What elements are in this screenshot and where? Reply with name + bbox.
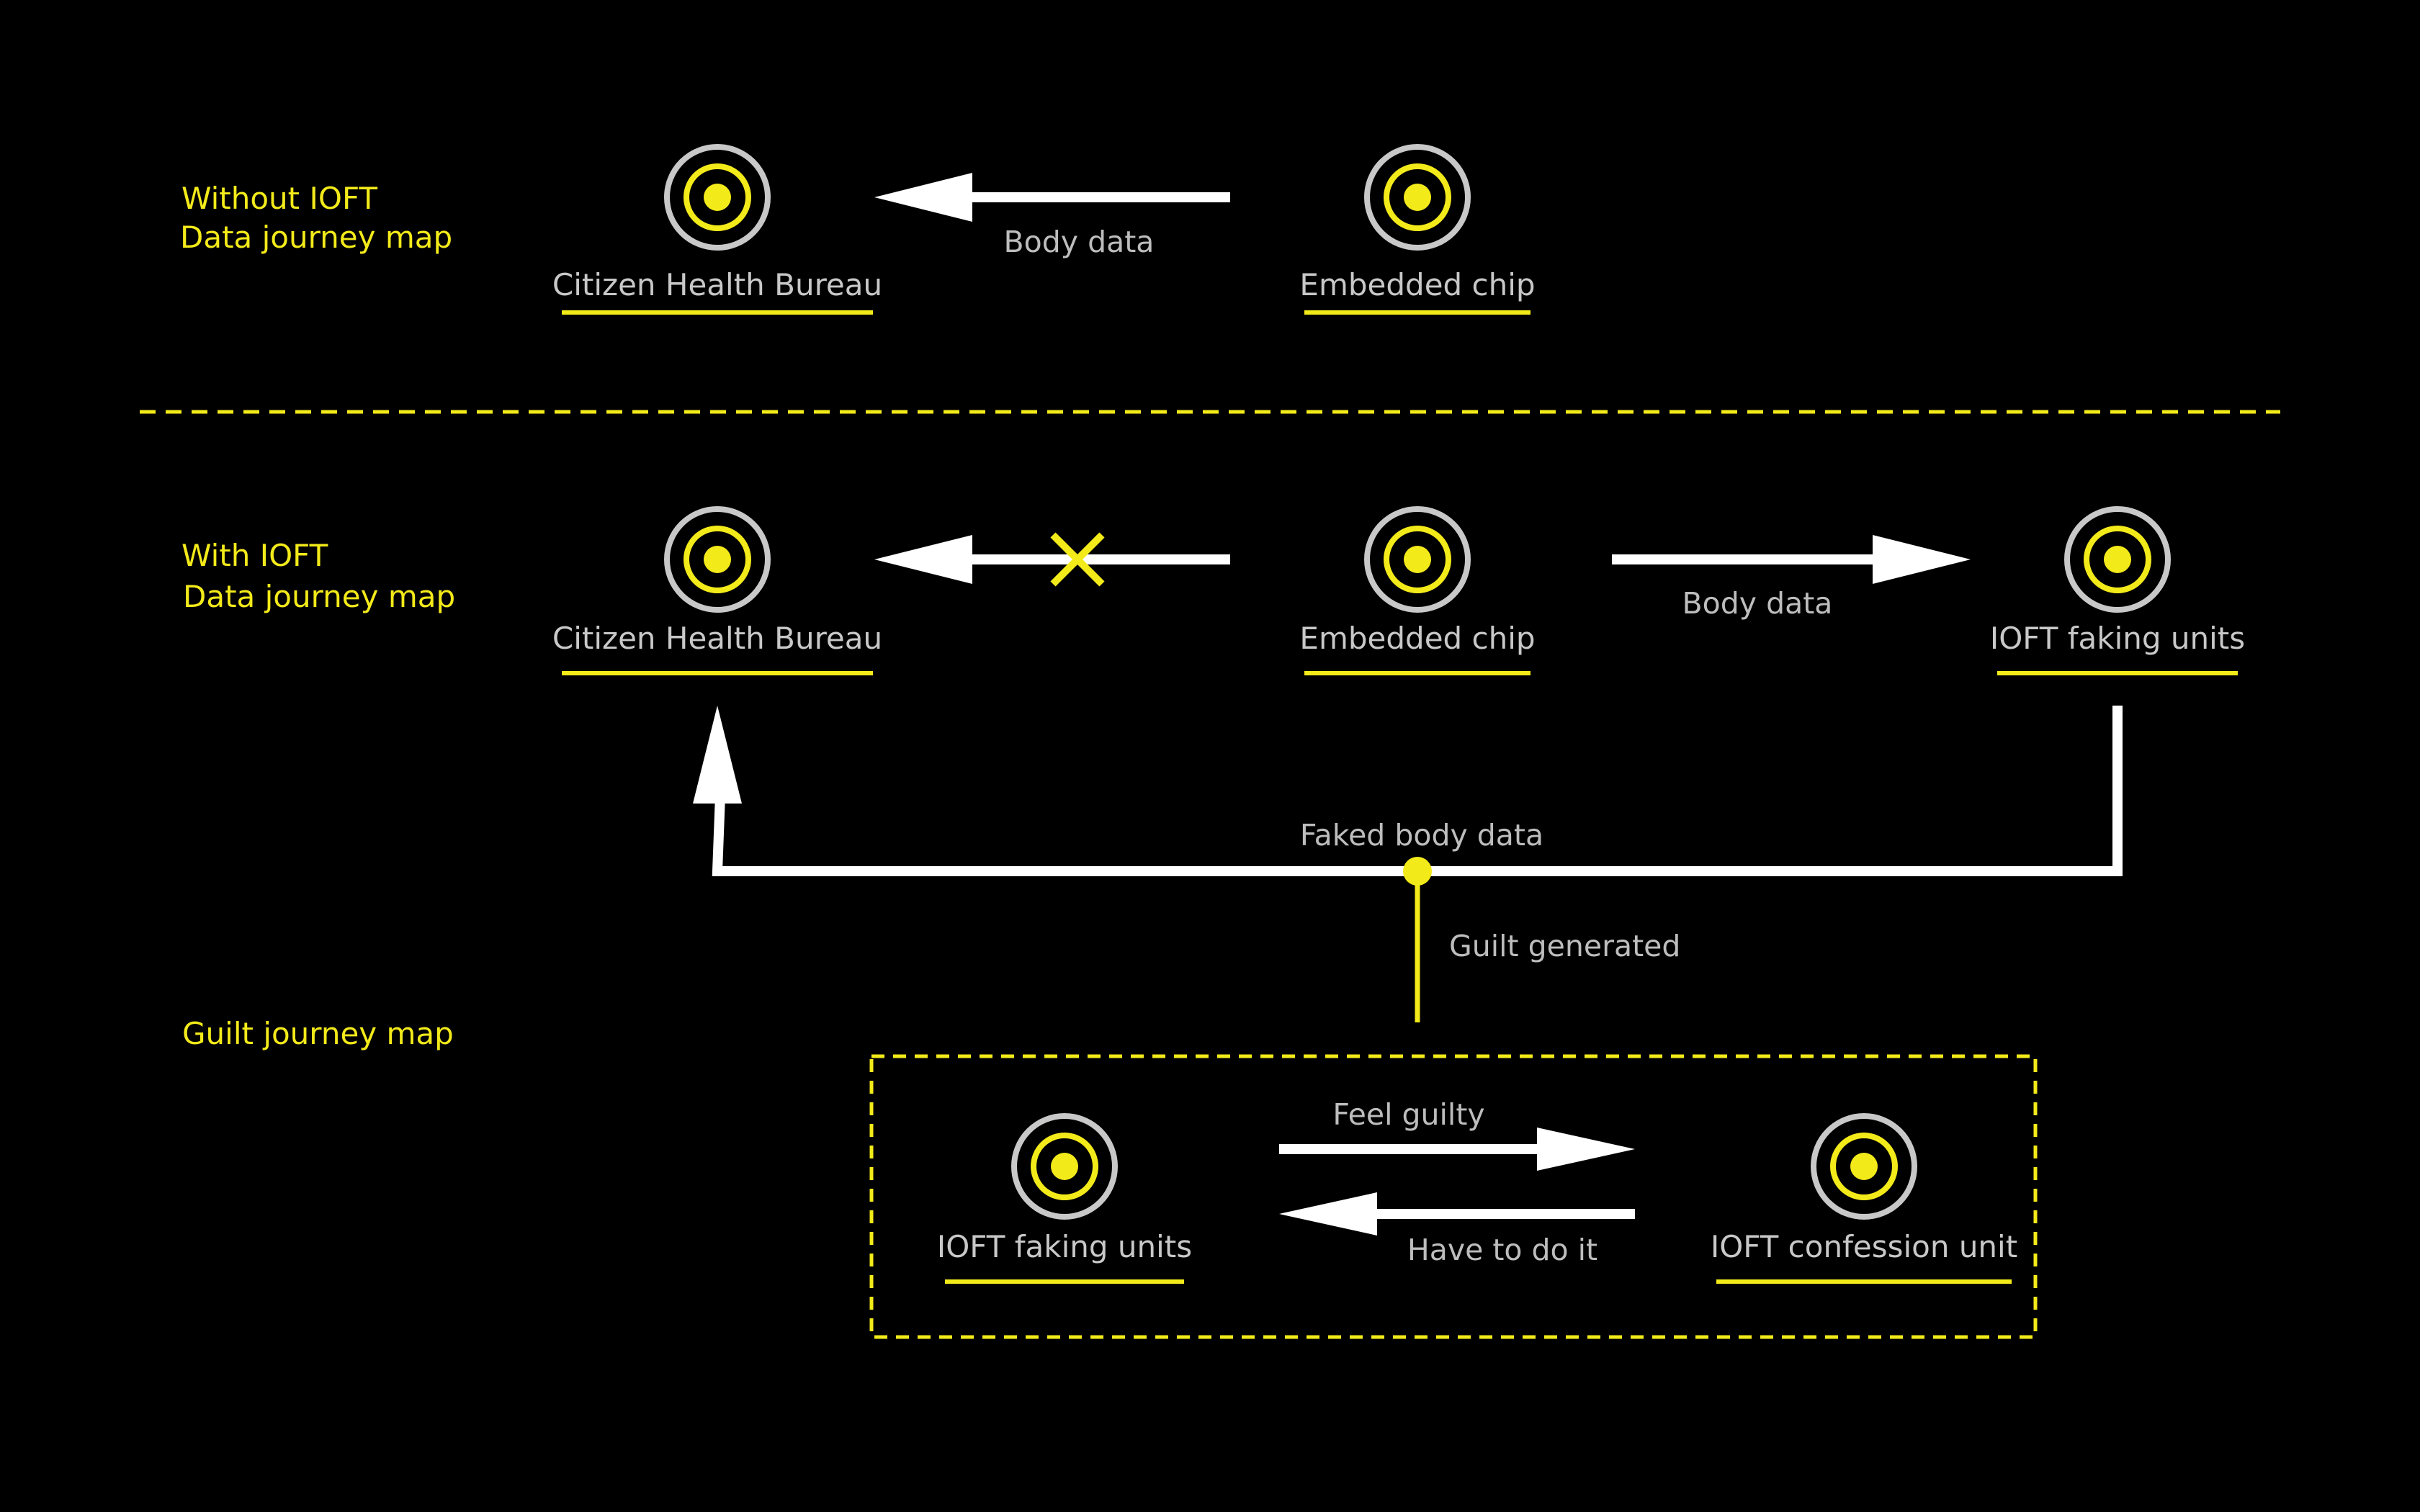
- node-with-chip: Embedded chip: [1299, 506, 1536, 675]
- node-without-bureau-label: Citizen Health Bureau: [552, 267, 882, 302]
- concentric-target-node-icon: [1364, 506, 1471, 613]
- without-body-data-arrow: [874, 173, 1230, 222]
- node-guilt-confession-unit: IOFT confession unit: [1711, 1113, 2017, 1284]
- concentric-target-node-icon: [664, 144, 771, 251]
- concentric-target-node-icon: [1364, 144, 1471, 251]
- with-blocked-arrow: [874, 535, 1230, 584]
- node-with-bureau-label: Citizen Health Bureau: [552, 621, 882, 656]
- guilt-generated-label: Guilt generated: [1449, 929, 1680, 963]
- concentric-target-node-icon: [1011, 1113, 1118, 1220]
- section-without-subtitle: Data journey map: [180, 220, 452, 255]
- section-with-title: With IOFT: [182, 538, 328, 573]
- section-with-subtitle: Data journey map: [183, 579, 455, 614]
- node-with-faking-units: IOFT faking units: [1990, 506, 2245, 675]
- x-mark-icon: [1050, 532, 1105, 587]
- with-body-data-arrow: [1612, 535, 1971, 584]
- node-without-chip: Embedded chip: [1299, 144, 1536, 315]
- guilt-journey-box: [869, 1054, 2038, 1339]
- have-to-do-it-arrow: [1279, 1192, 1635, 1236]
- node-without-chip-label: Embedded chip: [1299, 267, 1535, 302]
- with-body-data-label: Body data: [1682, 586, 1833, 621]
- feel-guilty-label: Feel guilty: [1332, 1097, 1484, 1132]
- node-without-bureau: Citizen Health Bureau: [552, 144, 882, 315]
- section-without-title: Without IOFT: [182, 181, 377, 216]
- node-guilt-faking-units-label: IOFT faking units: [937, 1229, 1192, 1264]
- node-with-bureau: Citizen Health Bureau: [552, 506, 882, 675]
- node-guilt-confession-unit-label: IOFT confession unit: [1711, 1229, 2017, 1264]
- feel-guilty-arrow: [1279, 1128, 1635, 1171]
- concentric-target-node-icon: [1811, 1113, 1917, 1220]
- concentric-target-node-icon: [2064, 506, 2171, 613]
- node-with-chip-label: Embedded chip: [1299, 621, 1535, 656]
- guilt-generated-connector: [1403, 857, 1432, 1022]
- without-body-data-label: Body data: [1004, 225, 1155, 259]
- node-guilt-faking-units: IOFT faking units: [937, 1113, 1192, 1284]
- faked-body-data-label: Faked body data: [1300, 818, 1543, 852]
- concentric-target-node-icon: [664, 506, 771, 613]
- node-with-faking-units-label: IOFT faking units: [1990, 621, 2245, 656]
- section-guilt-title: Guilt journey map: [182, 1016, 454, 1051]
- have-to-do-it-label: Have to do it: [1407, 1233, 1597, 1267]
